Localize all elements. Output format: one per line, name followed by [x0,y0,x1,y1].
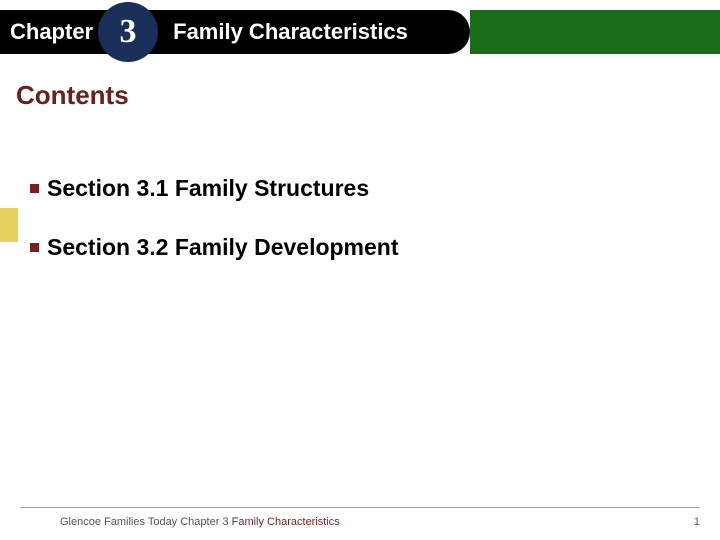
chapter-number: 3 [120,13,137,51]
page-number: 1 [694,516,700,528]
section-list: Section 3.1 Family Structures Section 3.… [30,175,399,293]
chapter-number-circle: 3 [98,2,158,62]
list-item: Section 3.2 Family Development [30,234,399,261]
section-label: Section 3.1 Family Structures [47,175,369,202]
footer-prefix: Glencoe Families Today Chapter 3 [60,516,232,528]
list-item: Section 3.1 Family Structures [30,175,399,202]
footer-divider [20,507,700,508]
footer-accent: Family Characteristics [232,516,340,528]
chapter-label: Chapter [10,19,93,45]
section-label: Section 3.2 Family Development [47,234,399,261]
footer-text: Glencoe Families Today Chapter 3 Family … [60,516,340,528]
contents-heading: Contents [16,80,129,111]
header-black-bar: Chapter Family Characteristics [0,10,470,54]
bullet-icon [30,184,39,193]
bullet-icon [30,243,39,252]
chapter-title: Family Characteristics [173,19,408,45]
header-green-bar [470,10,720,54]
yellow-side-tab [0,208,18,242]
